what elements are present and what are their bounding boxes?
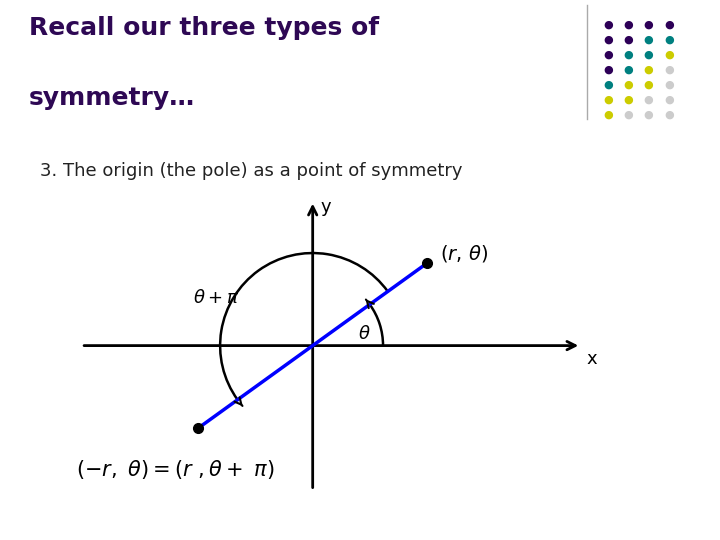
Text: ●: ● <box>624 110 634 120</box>
Text: ●: ● <box>664 19 674 29</box>
Text: ●: ● <box>664 95 674 105</box>
Text: 3. The origin (the pole) as a point of symmetry: 3. The origin (the pole) as a point of s… <box>40 162 462 180</box>
Text: ●: ● <box>624 50 634 59</box>
Text: ●: ● <box>624 35 634 44</box>
Text: y: y <box>320 198 330 215</box>
Text: ●: ● <box>624 80 634 90</box>
Text: ●: ● <box>603 110 613 120</box>
Text: x: x <box>587 350 598 368</box>
Text: $(r,\,\theta)$: $(r,\,\theta)$ <box>441 243 489 264</box>
Text: ●: ● <box>644 65 654 75</box>
Text: $\theta+\pi$: $\theta+\pi$ <box>193 289 240 307</box>
Text: ●: ● <box>644 95 654 105</box>
Text: ●: ● <box>624 65 634 75</box>
Text: Recall our three types of: Recall our three types of <box>29 16 379 40</box>
Text: ●: ● <box>624 19 634 29</box>
Text: ●: ● <box>664 110 674 120</box>
Text: ●: ● <box>603 95 613 105</box>
Text: ●: ● <box>603 35 613 44</box>
Text: $(-r,\ \theta)=(r\ ,\theta+\ \pi)$: $(-r,\ \theta)=(r\ ,\theta+\ \pi)$ <box>76 458 274 481</box>
Text: ●: ● <box>603 80 613 90</box>
Text: ●: ● <box>644 50 654 59</box>
Text: ●: ● <box>664 80 674 90</box>
Text: ●: ● <box>664 65 674 75</box>
Text: ●: ● <box>664 35 674 44</box>
Text: symmetry…: symmetry… <box>29 86 195 110</box>
Text: ●: ● <box>603 65 613 75</box>
Text: ●: ● <box>644 19 654 29</box>
Text: ●: ● <box>644 35 654 44</box>
Text: ●: ● <box>624 95 634 105</box>
Text: ●: ● <box>603 19 613 29</box>
Text: ●: ● <box>644 110 654 120</box>
Text: ●: ● <box>603 50 613 59</box>
Text: ●: ● <box>644 80 654 90</box>
Text: $\theta$: $\theta$ <box>358 326 371 343</box>
Text: ●: ● <box>664 50 674 59</box>
